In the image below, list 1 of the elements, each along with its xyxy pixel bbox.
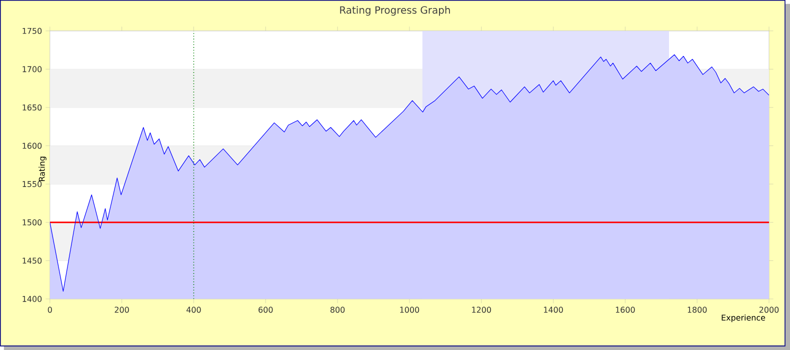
chart-title: Rating Progress Graph bbox=[340, 6, 450, 16]
